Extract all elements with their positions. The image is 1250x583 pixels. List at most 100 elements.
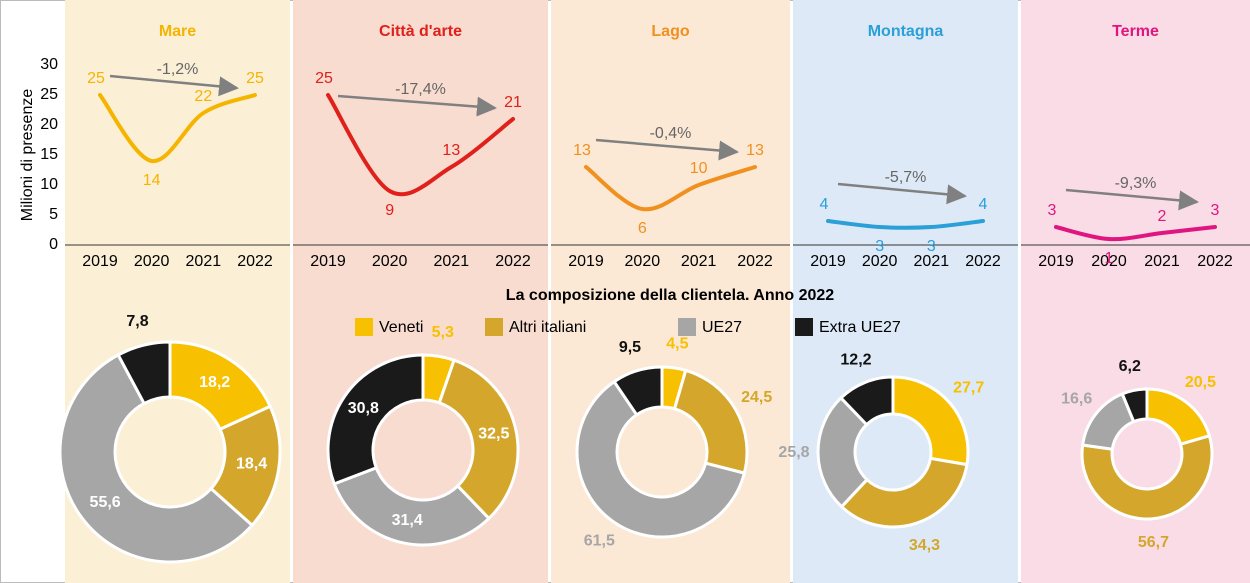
x-tick-label: 2022 [1197,253,1233,270]
data-label: 3 [1211,202,1220,219]
line [98,93,257,164]
trend-label: -17,4% [395,81,446,98]
donut-label: 61,5 [584,532,615,549]
data-label: 3 [927,238,936,255]
donut-label: 9,5 [619,339,641,356]
line [826,219,985,230]
y-tick-label: 20 [40,116,58,133]
x-tick-label: 2020 [134,253,170,270]
legend-label: Veneti [379,319,423,336]
y-tick-label: 0 [49,236,58,253]
y-tick-label: 15 [40,146,58,163]
y-tick-label: 25 [40,86,58,103]
donut-label: 12,2 [840,351,871,368]
x-tick-label: 2021 [1144,253,1180,270]
donut-segment [326,353,425,486]
data-label: 3 [875,238,884,255]
x-tick-label: 2020 [862,253,898,270]
donut-segment [891,375,970,467]
panel-title: Montagna [868,23,944,40]
legend-label: Altri italiani [509,319,586,336]
data-label: 25 [87,70,105,87]
data-label: 3 [1048,202,1057,219]
line [584,165,757,212]
donut-label: 30,8 [348,400,379,417]
line [1054,225,1217,242]
x-tick-label: 2020 [372,253,408,270]
data-label: 1 [1105,250,1114,267]
legend-label: Extra UE27 [819,319,901,336]
data-label: 25 [315,70,333,87]
data-label: 10 [690,160,708,177]
data-label: 2 [1158,208,1167,225]
panel-title: Città d'arte [379,23,462,40]
data-label: 22 [194,88,212,105]
donut-segment [1080,434,1214,521]
x-tick-label: 2019 [310,253,346,270]
donut-label: 5,3 [432,324,454,341]
x-tick-label: 2022 [495,253,531,270]
donut-segment [575,379,747,539]
donut-segment [332,465,492,547]
x-tick-label: 2022 [737,253,773,270]
donut-label: 25,8 [778,444,809,461]
y-tick-label: 30 [40,56,58,73]
donut-label: 16,6 [1061,391,1092,408]
panel-title: Mare [159,23,196,40]
trend-arrow [595,138,739,161]
y-axis-label: Milioni di presenze [19,89,36,222]
data-label: 13 [573,142,591,159]
data-label: 13 [442,142,460,159]
donut-label: 6,2 [1119,358,1141,375]
trend-label: -1,2% [157,61,199,78]
donut-label: 55,6 [90,494,121,511]
donut-label: 31,4 [392,512,423,529]
donut-title: La composizione della clientela. Anno 20… [506,287,834,304]
x-tick-label: 2019 [810,253,846,270]
x-tick-label: 2020 [1091,253,1127,270]
legend-swatch [795,318,813,336]
data-label: 6 [638,220,647,237]
legend-swatch [485,318,503,336]
trend-arrow [109,74,239,97]
donut-label: 18,2 [199,374,230,391]
donut-segment [612,365,664,417]
donut-segment [816,395,870,509]
donut-segment [672,368,749,475]
donut-label: 24,5 [741,389,772,406]
donut-segment [839,456,969,529]
data-label: 25 [246,70,264,87]
donut-label: 4,5 [666,335,688,352]
trend-arrow [837,182,967,205]
x-tick-label: 2019 [568,253,604,270]
trend-arrow [1065,188,1199,211]
x-tick-label: 2022 [237,253,273,270]
x-tick-label: 2021 [914,253,950,270]
trend-label: -0,4% [650,125,692,142]
donut-label: 27,7 [953,379,984,396]
x-tick-label: 2021 [681,253,717,270]
x-tick-label: 2021 [434,253,470,270]
y-tick-label: 5 [49,206,58,223]
donut-segment [116,340,172,406]
trend-label: -5,7% [885,169,927,186]
donut-label: 7,8 [126,313,148,330]
data-label: 4 [820,196,829,213]
panel-title: Terme [1112,23,1159,40]
line [326,93,515,197]
donut-segment [437,358,520,521]
x-tick-label: 2022 [965,253,1001,270]
donut-segment [58,352,255,564]
donut-label: 18,4 [236,456,267,473]
donut-segment [1120,387,1149,424]
donut-label: 20,5 [1185,374,1216,391]
x-tick-label: 2020 [625,253,661,270]
legend-swatch [678,318,696,336]
data-label: 13 [746,142,764,159]
donut-segment [838,375,895,427]
y-tick-label: 10 [40,176,58,193]
data-label: 14 [143,172,161,189]
donut-label: 34,3 [909,537,940,554]
x-tick-label: 2019 [1038,253,1074,270]
panel-title: Lago [651,23,689,40]
